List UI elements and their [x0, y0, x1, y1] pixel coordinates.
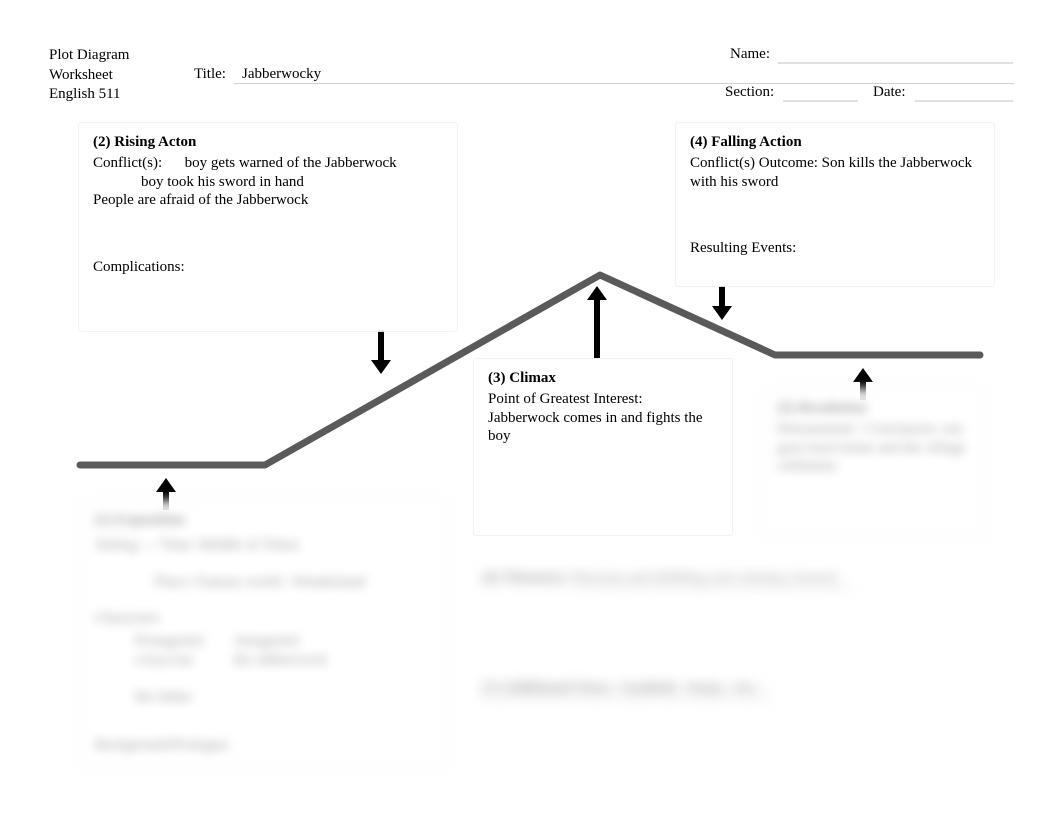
char-other: the father: [95, 688, 435, 707]
characters-row: Protagonist a boy/son Antagonist the Jab…: [95, 632, 435, 670]
exposition-box: (1) Exposition Setting — Time: Middle of…: [80, 500, 450, 766]
rising-action-heading: (2) Rising Acton: [93, 133, 443, 152]
exposition-heading: (1) Exposition: [95, 511, 435, 530]
conflict-text-1: boy gets warned of the Jabberwock: [185, 155, 397, 171]
falling-action-heading: (4) Falling Action: [690, 133, 980, 152]
resolution-heading: (5) Resolution: [777, 399, 972, 418]
resulting-events-label: Resulting Events:: [690, 239, 980, 258]
resolution-text: Denouement / Conclusion: son goes back h…: [777, 420, 972, 476]
char-protagonist-label: Protagonist: [135, 632, 203, 651]
falling-action-box: (4) Falling Action Conflict(s) Outcome: …: [675, 122, 995, 287]
climax-box: (3) Climax Point of Greatest Interest: J…: [473, 358, 733, 536]
setting-time: Setting — Time: Middle of Times: [95, 536, 435, 555]
char-col2: Antagonist the Jabberwock: [233, 632, 327, 670]
char-antagonist-label: Antagonist: [233, 632, 327, 651]
characters-label: Characters: [95, 609, 435, 628]
complications-label: Complications:: [93, 258, 443, 277]
background-label: Background/Prologue:: [95, 736, 435, 755]
rising-action-box: (2) Rising Acton Conflict(s): boy gets w…: [78, 122, 458, 332]
rising-conflict-line: Conflict(s): boy gets warned of the Jabb…: [93, 154, 443, 173]
climax-text: Jabberwock comes in and fights the boy: [488, 409, 718, 447]
conflict-label: Conflict(s):: [93, 155, 162, 171]
char-antagonist-value: the Jabberwock: [233, 651, 327, 670]
climax-sublabel: Point of Greatest Interest:: [488, 390, 718, 409]
setting-place: Place: Fantasy world / Wonderland: [95, 573, 435, 592]
conflict-text-3: People are afraid of the Jabberwock: [93, 191, 443, 210]
falling-outcome-text: Conflict(s) Outcome: Son kills the Jabbe…: [690, 154, 980, 192]
char-protagonist-value: a boy/son: [135, 651, 203, 670]
char-col1: Protagonist a boy/son: [135, 632, 203, 670]
resolution-box: (5) Resolution Denouement / Conclusion: …: [762, 388, 987, 538]
climax-heading: (3) Climax: [488, 369, 718, 388]
conflict-text-2: boy took his sword in hand: [93, 173, 443, 192]
